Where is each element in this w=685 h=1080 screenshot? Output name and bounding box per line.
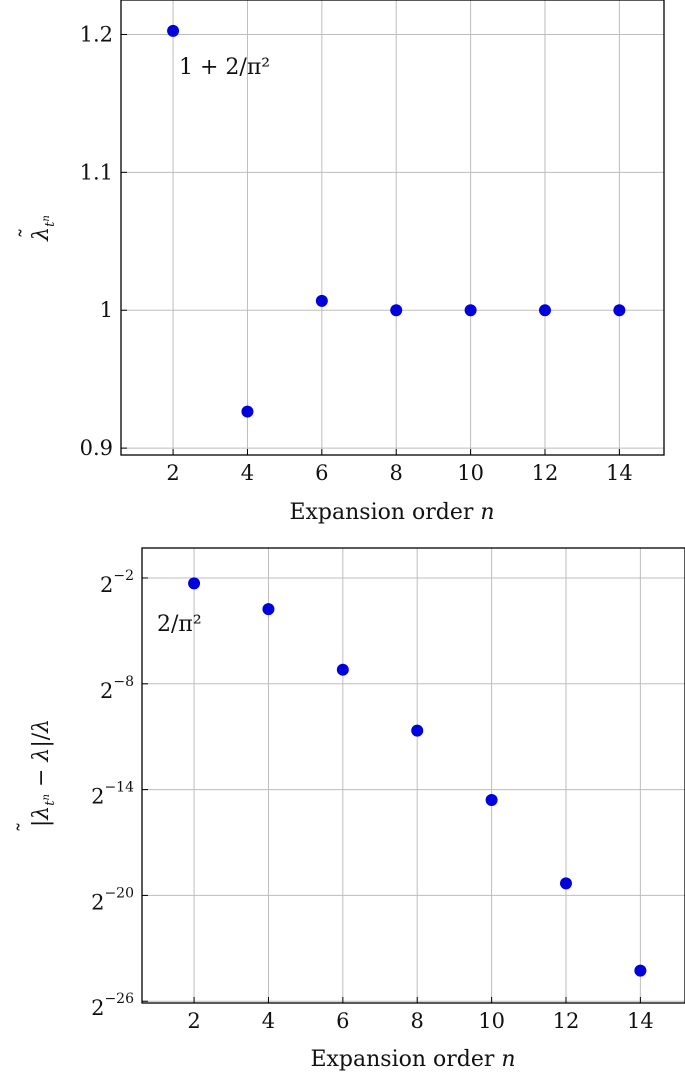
top-x-tick-label: 10 (457, 461, 484, 485)
bottom-data-point (411, 724, 424, 737)
bottom-x-tick-label: 4 (262, 1009, 275, 1033)
bottom-y-tick-label: 2−2 (100, 568, 134, 597)
top-y-tick-label: 1.2 (80, 22, 113, 46)
top-x-axis-label: Expansion order n (289, 500, 494, 525)
top-data-point (613, 304, 626, 317)
top-x-tick-label: 6 (315, 461, 328, 485)
bottom-grid (142, 548, 685, 1003)
bottom-x-tick-label: 12 (553, 1009, 580, 1033)
bottom-y-tick-label: 2−20 (91, 885, 134, 914)
bottom-y-axis-label: |λtn − λ|/λ ˜ (15, 719, 58, 833)
bottom-x-ticks: 2 4 6 8 10 12 14 (187, 997, 654, 1033)
top-y-tick-label: 1.1 (80, 160, 113, 184)
top-data-point (464, 304, 477, 317)
bottom-x-tick-label: 6 (336, 1009, 349, 1033)
bottom-x-axis-label: Expansion order n (310, 1047, 515, 1072)
top-panel: 0.9 1 1.1 1.2 2 4 6 8 10 12 14 1 + 2/π² Expansion… (17, 0, 665, 525)
bottom-y-tick-label: 2−8 (100, 674, 134, 703)
top-data-point (390, 304, 403, 317)
bottom-x-tick-label: 14 (627, 1009, 654, 1033)
bottom-data-point (262, 603, 275, 616)
bottom-data-point (559, 877, 572, 890)
bottom-annotation: 2/π² (157, 612, 202, 637)
top-x-tick-label: 14 (606, 461, 633, 485)
svg-text:˜: ˜ (15, 822, 40, 833)
top-y-ticks: 0.9 1 1.1 1.2 (80, 22, 127, 460)
bottom-data-point (188, 577, 201, 590)
bottom-panel: 2−2 2−8 2−14 2−20 2−26 2 4 6 8 10 12 14 2/π² Expan… (15, 547, 685, 1072)
top-data-point (167, 24, 180, 37)
top-data-point (538, 304, 551, 317)
bottom-y-tick-label: 2−14 (91, 780, 134, 809)
top-x-tick-label: 8 (390, 461, 403, 485)
top-data-point (315, 294, 328, 307)
top-annotation: 1 + 2/π² (179, 55, 270, 80)
bottom-plot-frame (141, 547, 685, 1004)
bottom-data-point (485, 793, 498, 806)
bottom-y-ticks: 2−2 2−8 2−14 2−20 2−26 (91, 568, 148, 1020)
svg-text:|λtn − λ|/λ: |λtn − λ|/λ (29, 719, 58, 827)
bottom-y-tick-label: 2−26 (91, 991, 134, 1020)
bottom-x-tick-label: 10 (478, 1009, 505, 1033)
svg-text:˜: ˜ (17, 228, 42, 239)
top-x-tick-label: 4 (241, 461, 254, 485)
top-x-tick-label: 12 (532, 461, 559, 485)
bottom-x-tick-label: 8 (411, 1009, 424, 1033)
top-y-axis-label: λtn ˜ (17, 215, 58, 242)
bottom-data-point (634, 964, 647, 977)
top-data-point (241, 405, 254, 418)
top-x-ticks: 2 4 6 8 10 12 14 (166, 449, 633, 485)
bottom-data-point (336, 663, 349, 676)
bottom-x-tick-label: 2 (187, 1009, 200, 1033)
top-points (167, 24, 626, 418)
top-plot-frame (120, 0, 665, 456)
top-y-tick-label: 0.9 (80, 436, 113, 460)
top-x-tick-label: 2 (166, 461, 179, 485)
top-y-tick-label: 1 (100, 298, 113, 322)
bottom-points (188, 577, 647, 977)
